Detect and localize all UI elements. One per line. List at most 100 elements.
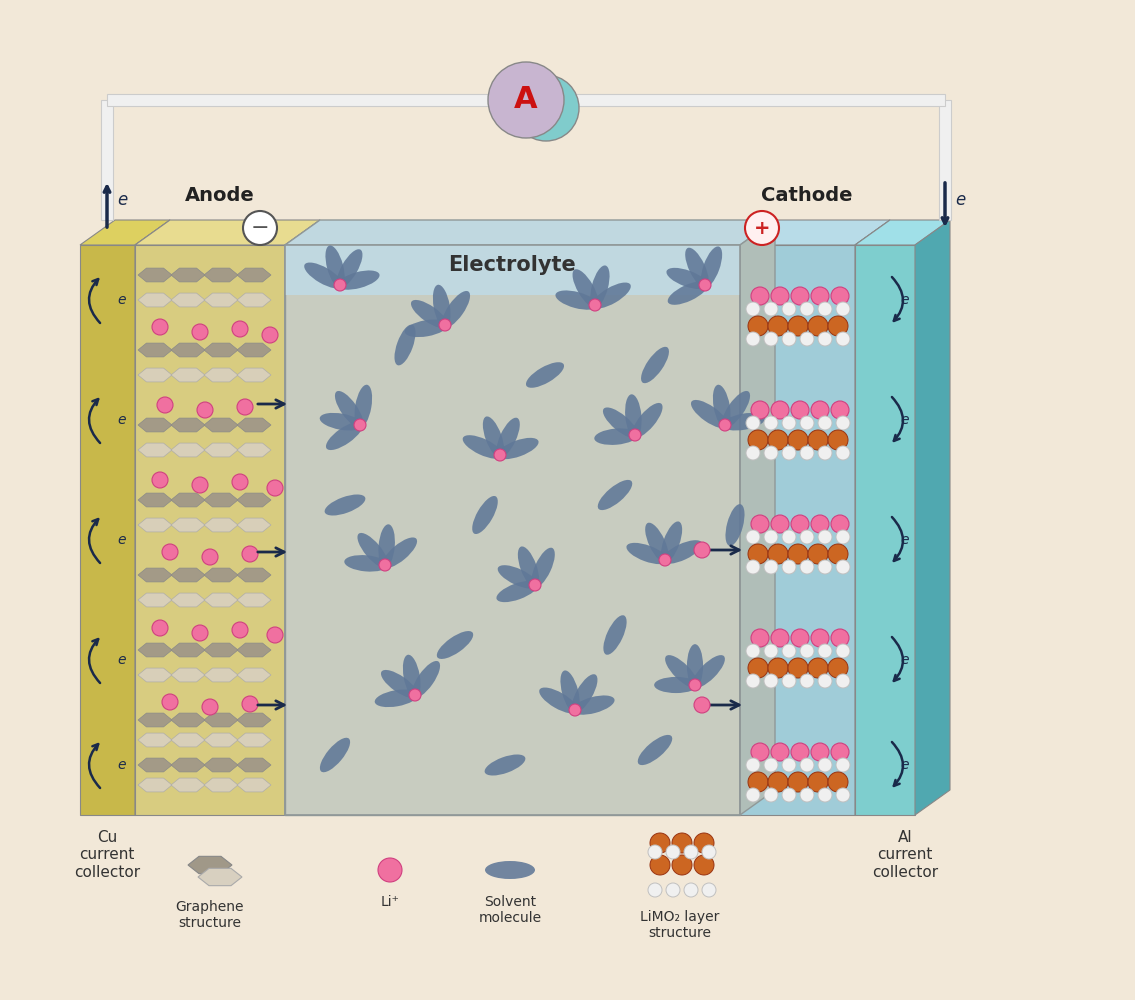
Ellipse shape xyxy=(496,418,520,458)
Ellipse shape xyxy=(326,422,363,450)
Ellipse shape xyxy=(687,644,703,688)
Circle shape xyxy=(800,416,814,430)
Circle shape xyxy=(659,554,671,566)
Ellipse shape xyxy=(442,291,470,328)
Circle shape xyxy=(672,855,692,875)
Circle shape xyxy=(782,446,796,460)
Ellipse shape xyxy=(354,385,372,428)
Polygon shape xyxy=(204,713,238,727)
Text: Li⁺: Li⁺ xyxy=(380,895,400,909)
Circle shape xyxy=(703,883,716,897)
Circle shape xyxy=(818,560,832,574)
Circle shape xyxy=(746,302,760,316)
Polygon shape xyxy=(171,568,205,582)
Ellipse shape xyxy=(625,394,641,438)
Polygon shape xyxy=(740,220,775,815)
Circle shape xyxy=(242,546,258,562)
Polygon shape xyxy=(171,418,205,432)
Circle shape xyxy=(829,658,848,678)
Polygon shape xyxy=(855,220,890,815)
Ellipse shape xyxy=(358,533,388,568)
Ellipse shape xyxy=(432,285,451,328)
Circle shape xyxy=(232,474,249,490)
Ellipse shape xyxy=(598,480,632,510)
Polygon shape xyxy=(138,493,173,507)
Circle shape xyxy=(782,302,796,316)
Polygon shape xyxy=(138,443,173,457)
Polygon shape xyxy=(237,268,271,282)
Polygon shape xyxy=(138,518,173,532)
Circle shape xyxy=(836,644,850,658)
Polygon shape xyxy=(138,778,173,792)
Circle shape xyxy=(768,430,788,450)
Circle shape xyxy=(831,401,849,419)
Circle shape xyxy=(800,530,814,544)
Ellipse shape xyxy=(665,655,698,688)
Circle shape xyxy=(782,530,796,544)
Circle shape xyxy=(764,674,777,688)
Ellipse shape xyxy=(604,615,627,655)
Circle shape xyxy=(693,542,711,558)
Circle shape xyxy=(782,788,796,802)
Circle shape xyxy=(831,743,849,761)
Circle shape xyxy=(569,704,581,716)
Polygon shape xyxy=(138,418,173,432)
Text: e: e xyxy=(900,413,908,427)
Circle shape xyxy=(800,302,814,316)
Circle shape xyxy=(782,674,796,688)
Circle shape xyxy=(782,758,796,772)
Circle shape xyxy=(788,772,808,792)
Ellipse shape xyxy=(555,290,598,310)
Polygon shape xyxy=(237,493,271,507)
Ellipse shape xyxy=(526,362,564,388)
Circle shape xyxy=(262,327,278,343)
Polygon shape xyxy=(171,668,205,682)
Polygon shape xyxy=(237,778,271,792)
Polygon shape xyxy=(915,220,950,815)
Polygon shape xyxy=(237,643,271,657)
Circle shape xyxy=(589,299,602,311)
Bar xyxy=(939,100,951,220)
Polygon shape xyxy=(237,758,271,772)
Polygon shape xyxy=(204,778,238,792)
Polygon shape xyxy=(135,220,170,815)
Circle shape xyxy=(836,416,850,430)
Circle shape xyxy=(771,629,789,647)
Polygon shape xyxy=(171,593,205,607)
Circle shape xyxy=(267,627,283,643)
Ellipse shape xyxy=(667,281,708,305)
Circle shape xyxy=(800,644,814,658)
Circle shape xyxy=(829,772,848,792)
Circle shape xyxy=(836,560,850,574)
Circle shape xyxy=(243,211,277,245)
Circle shape xyxy=(812,743,829,761)
Polygon shape xyxy=(204,418,238,432)
Ellipse shape xyxy=(666,268,708,289)
Circle shape xyxy=(836,788,850,802)
Circle shape xyxy=(379,559,390,571)
Polygon shape xyxy=(138,758,173,772)
Ellipse shape xyxy=(482,416,504,458)
Circle shape xyxy=(192,625,208,641)
Ellipse shape xyxy=(381,670,418,698)
Circle shape xyxy=(812,629,829,647)
Ellipse shape xyxy=(485,861,535,879)
Polygon shape xyxy=(171,643,205,657)
Circle shape xyxy=(748,772,768,792)
Circle shape xyxy=(791,629,809,647)
Circle shape xyxy=(818,332,832,346)
Polygon shape xyxy=(171,343,205,357)
Polygon shape xyxy=(138,343,173,357)
Text: e: e xyxy=(117,413,126,427)
Circle shape xyxy=(529,579,541,591)
Circle shape xyxy=(829,430,848,450)
Circle shape xyxy=(488,62,564,138)
Ellipse shape xyxy=(632,403,663,438)
Text: Solvent
molecule: Solvent molecule xyxy=(479,895,541,925)
Circle shape xyxy=(768,772,788,792)
Polygon shape xyxy=(204,343,238,357)
Circle shape xyxy=(764,446,777,460)
Polygon shape xyxy=(237,593,271,607)
Text: e: e xyxy=(117,191,127,209)
Text: Electrolyte: Electrolyte xyxy=(448,255,575,275)
